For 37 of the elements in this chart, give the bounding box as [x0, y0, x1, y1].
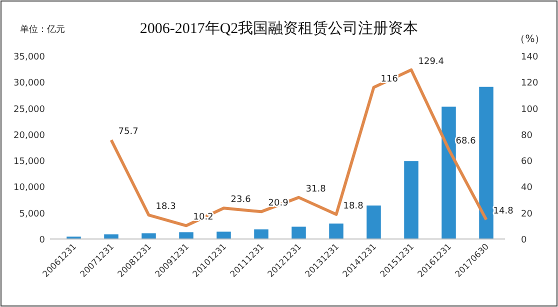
data-label: 31.8: [306, 184, 326, 194]
data-label: 68.6: [456, 136, 476, 146]
data-label: 18.8: [343, 201, 364, 212]
data-label: 14.8: [493, 206, 514, 217]
y2-tick-label: 60: [521, 157, 533, 168]
y-axis-title: 单位：亿元: [20, 24, 65, 35]
y-tick-label: 30,000: [14, 78, 46, 89]
bar: [142, 233, 156, 239]
chart-title: 2006-2017年Q2我国融资租赁公司注册资本: [140, 20, 418, 37]
y2-tick-label: 80: [521, 130, 533, 141]
y2-tick-label: 140: [521, 52, 538, 62]
bar: [404, 161, 418, 239]
y-tick-label: 0: [39, 236, 46, 246]
y2-tick-label: 120: [521, 78, 538, 89]
y2-axis-title: （%）: [515, 34, 545, 45]
y2-tick-label: 20: [521, 209, 533, 220]
data-label: 18.3: [156, 202, 176, 212]
y-tick-label: 10,000: [14, 183, 46, 194]
bar: [442, 106, 456, 239]
y2-tick-label: 100: [521, 104, 538, 115]
bar: [366, 206, 381, 239]
bar: [292, 226, 306, 239]
bar: [479, 86, 494, 239]
y-tick-label: 20,000: [14, 130, 46, 141]
y-tick-label: 25,000: [14, 104, 46, 115]
bar: [216, 232, 231, 239]
y2-tick-label: 0: [521, 236, 527, 246]
data-label: 23.6: [230, 195, 252, 206]
y-tick-label: 5,000: [19, 209, 46, 220]
bar: [254, 229, 268, 239]
data-label: 75.7: [118, 127, 138, 138]
bar: [329, 224, 344, 239]
y2-tick-label: 40: [521, 183, 533, 194]
data-label: 129.4: [418, 56, 444, 67]
y-tick-label: 35,000: [14, 52, 46, 62]
y-tick-label: 15,000: [14, 157, 46, 168]
bar: [179, 232, 194, 239]
